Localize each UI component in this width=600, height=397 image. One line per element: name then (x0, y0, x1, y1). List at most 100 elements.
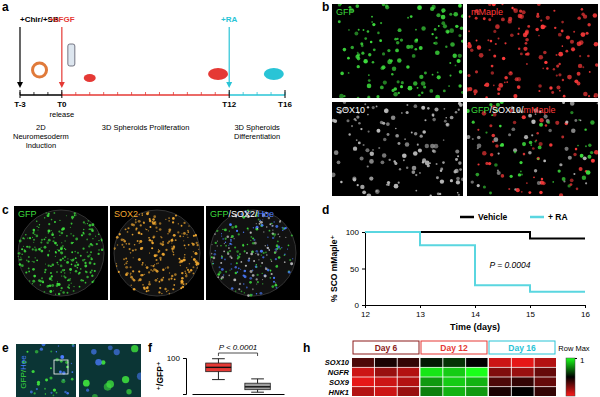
signal-dot (581, 13, 584, 16)
whisker-cap (251, 378, 264, 379)
signal-dot (339, 94, 344, 98)
image-signal (83, 345, 141, 397)
signal-dot (392, 67, 396, 71)
signal-dot (126, 389, 131, 394)
tick-mark (362, 269, 365, 270)
signal-dot (406, 45, 410, 49)
micrograph: GFP/SOX10/mMaple (466, 100, 599, 198)
signal-dot (222, 229, 223, 230)
signal-dot (159, 281, 161, 283)
signal-dot (38, 248, 40, 250)
heatmap-cell (466, 368, 487, 377)
signal-dot (583, 156, 587, 160)
signal-dot (263, 231, 265, 233)
signal-dot (157, 278, 158, 279)
figure: abcdefhT-3T0T12T16release+Chir/+SB+bFGF+… (0, 0, 600, 397)
signal-dot (590, 151, 593, 154)
channel-name: GFP/ (19, 369, 28, 388)
signal-dot (441, 8, 445, 12)
signal-dot (363, 59, 367, 63)
signal-dot (276, 244, 277, 245)
tick-mark (575, 358, 577, 359)
heatmap-cell (535, 377, 556, 386)
signal-dot (149, 281, 151, 283)
signal-dot (135, 229, 137, 231)
signal-dot (132, 249, 134, 251)
heatmap-cell (466, 377, 487, 386)
signal-dot (490, 40, 493, 43)
signal-dot (275, 282, 276, 283)
signal-dot (28, 267, 30, 269)
signal-dot (435, 50, 440, 55)
signal-dot (124, 240, 126, 242)
day-tick (201, 92, 202, 95)
signal-dot (460, 27, 463, 30)
signal-dot (180, 282, 183, 285)
signal-dot (61, 275, 62, 276)
treatment-label: +RA (221, 15, 237, 24)
signal-dot (92, 274, 93, 275)
signal-dot (126, 261, 127, 262)
signal-dot (61, 242, 62, 243)
signal-dot (66, 235, 68, 237)
signal-dot (412, 170, 416, 174)
heatmap-cell (398, 387, 419, 396)
signal-dot (239, 253, 241, 255)
signal-dot (221, 233, 222, 234)
tick-label: 0 (355, 301, 360, 310)
signal-dot (369, 159, 374, 164)
signal-dot (348, 29, 350, 31)
signal-dot (54, 221, 56, 223)
signal-dot (63, 275, 65, 277)
signal-dot (221, 235, 222, 236)
signal-dot (430, 195, 432, 196)
signal-dot (121, 244, 123, 246)
signal-dot (123, 239, 125, 241)
signal-dot (273, 277, 274, 278)
signal-dot (386, 184, 388, 186)
signal-dot (395, 128, 397, 130)
spheroid-icon (84, 74, 96, 82)
signal-dot (233, 278, 236, 281)
signal-dot (76, 262, 78, 264)
signal-dot (158, 251, 160, 253)
signal-dot (360, 128, 362, 130)
signal-dot (433, 42, 435, 44)
signal-dot (156, 231, 157, 232)
signal-dot (436, 176, 439, 179)
whisker-cap (251, 392, 264, 393)
signal-dot (267, 245, 268, 246)
signal-dot (502, 57, 505, 60)
signal-dot (145, 228, 146, 229)
signal-dot (513, 94, 517, 98)
signal-dot (450, 42, 455, 47)
signal-dot (186, 234, 187, 235)
arrow-head (17, 82, 23, 88)
image-signal (18, 210, 104, 296)
signal-dot (76, 214, 77, 215)
signal-dot (461, 177, 463, 181)
signal-dot (269, 250, 270, 251)
signal-dot (455, 65, 457, 67)
signal-dot (91, 281, 93, 283)
signal-dot (32, 268, 35, 271)
signal-dot (36, 226, 37, 227)
signal-dot (41, 277, 43, 279)
signal-dot (77, 264, 79, 266)
signal-dot (25, 234, 26, 235)
signal-dot (523, 47, 527, 51)
signal-dot (51, 279, 53, 281)
signal-dot (160, 242, 162, 244)
signal-dot (372, 61, 375, 64)
signal-dot (265, 252, 267, 254)
signal-dot (454, 169, 458, 173)
signal-dot (436, 163, 438, 165)
signal-dot (23, 246, 24, 247)
heatmap-cell (489, 358, 511, 367)
signal-dot (402, 153, 407, 158)
signal-dot (360, 185, 364, 189)
signal-dot (75, 257, 77, 259)
signal-dot (584, 128, 586, 130)
signal-dot (34, 392, 36, 394)
signal-dot (346, 119, 349, 122)
